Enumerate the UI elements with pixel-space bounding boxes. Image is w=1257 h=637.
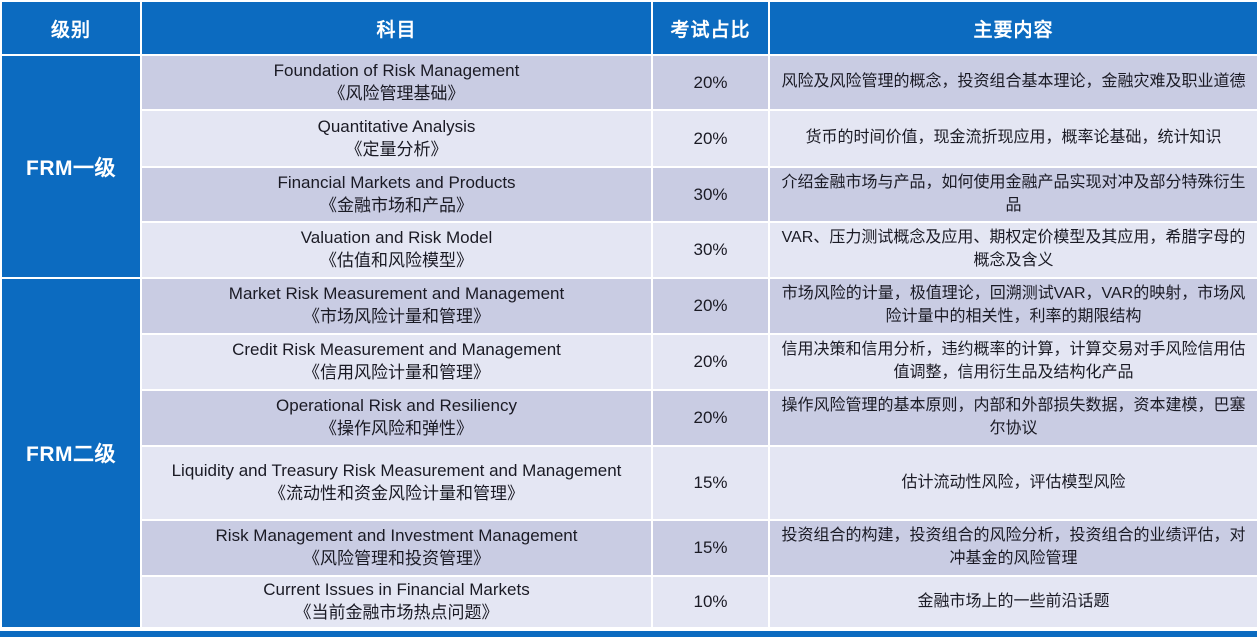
subject-cell: Credit Risk Measurement and Management 《信… bbox=[140, 333, 653, 391]
subject-cell: Financial Markets and Products 《金融市场和产品》 bbox=[140, 166, 653, 223]
table-row: FRM一级 Foundation of Risk Management 《风险管理基… bbox=[0, 54, 1257, 279]
level-cell: FRM二级 bbox=[0, 277, 142, 629]
level-cell: FRM一级 bbox=[0, 54, 142, 279]
table-header-row: 级别 科目 考试占比 主要内容 bbox=[0, 0, 1257, 56]
exam-weight-cell: 20% bbox=[651, 333, 770, 391]
subject-name-cn: 《风险管理和投资管理》 bbox=[303, 549, 490, 568]
column-header-subject: 科目 bbox=[140, 0, 653, 56]
table-row: Credit Risk Measurement and Management 《信… bbox=[1, 333, 1257, 391]
subject-cell: Operational Risk and Resiliency 《操作风险和弹性》 bbox=[140, 389, 653, 447]
table-row: Liquidity and Treasury Risk Measurement … bbox=[1, 445, 1257, 521]
main-content-cell: 介绍金融市场与产品，如何使用金融产品实现对冲及部分特殊衍生品 bbox=[768, 166, 1257, 223]
main-content-cell: 信用决策和信用分析，违约概率的计算，计算交易对手风险信用估值调整，信用衍生品及结… bbox=[768, 333, 1257, 391]
subject-name-en: Valuation and Risk Model bbox=[300, 228, 493, 248]
subject-name-en: Risk Management and Investment Managemen… bbox=[215, 526, 578, 546]
main-content-cell: 金融市场上的一些前沿话题 bbox=[768, 575, 1257, 629]
subject-name-en: Current Issues in Financial Markets bbox=[263, 580, 530, 599]
subject-cell: Current Issues in Financial Markets 《当前金融… bbox=[140, 575, 653, 629]
exam-weight-cell: 30% bbox=[651, 221, 770, 279]
column-header-weight: 考试占比 bbox=[651, 0, 770, 56]
subject-name-en: Financial Markets and Products bbox=[277, 172, 516, 192]
subject-name-en: Foundation of Risk Management bbox=[273, 60, 520, 80]
subject-cell: Risk Management and Investment Managemen… bbox=[140, 519, 653, 577]
table-row: Operational Risk and Resiliency 《操作风险和弹性》… bbox=[1, 389, 1257, 447]
exam-weight-cell: 15% bbox=[651, 519, 770, 577]
table-row: Risk Management and Investment Managemen… bbox=[1, 519, 1257, 577]
subject-name-cn: 《定量分析》 bbox=[345, 139, 448, 159]
subject-cell: Foundation of Risk Management 《风险管理基础》 bbox=[140, 54, 653, 111]
subject-name-cn: 《估值和风险模型》 bbox=[320, 251, 473, 270]
subject-name-cn: 《风险管理基础》 bbox=[328, 83, 465, 103]
table-row: Financial Markets and Products 《金融市场和产品》 3… bbox=[1, 166, 1257, 223]
exam-weight-cell: 20% bbox=[651, 54, 770, 111]
subject-name-en: Operational Risk and Resiliency bbox=[276, 396, 517, 416]
subject-cell: Quantitative Analysis 《定量分析》 bbox=[140, 109, 653, 168]
main-content-cell: 操作风险管理的基本原则，内部和外部损失数据，资本建模，巴塞尔协议 bbox=[768, 389, 1257, 447]
subject-name-en: Market Risk Measurement and Management bbox=[228, 284, 565, 304]
main-content-cell: 市场风险的计量，极值理论，回溯测试VAR，VAR的映射，市场风险计量中的相关性，… bbox=[768, 277, 1257, 335]
exam-weight-cell: 30% bbox=[651, 166, 770, 223]
subject-cell: Valuation and Risk Model 《估值和风险模型》 bbox=[140, 221, 653, 279]
column-header-content: 主要内容 bbox=[768, 0, 1257, 56]
main-content-cell: VAR、压力测试概念及应用、期权定价模型及其应用，希腊字母的概念及含义 bbox=[768, 221, 1257, 279]
table-row: Current Issues in Financial Markets 《当前金融… bbox=[1, 575, 1257, 629]
subject-name-cn: 《信用风险计量和管理》 bbox=[303, 363, 490, 382]
exam-weight-cell: 20% bbox=[651, 277, 770, 335]
exam-weight-cell: 15% bbox=[651, 445, 770, 521]
subject-name-cn: 《当前金融市场热点问题》 bbox=[294, 602, 499, 622]
subject-name-cn: 《金融市场和产品》 bbox=[320, 195, 473, 215]
subject-name-en: Quantitative Analysis bbox=[317, 116, 476, 136]
table-row: Quantitative Analysis 《定量分析》 20% 货币的时间价值，现金… bbox=[1, 109, 1257, 168]
exam-weight-cell: 10% bbox=[651, 575, 770, 629]
bottom-accent-bar bbox=[0, 628, 1257, 637]
subject-cell: Liquidity and Treasury Risk Measurement … bbox=[140, 445, 653, 521]
column-header-level: 级别 bbox=[0, 0, 142, 56]
main-content-cell: 货币的时间价值，现金流折现应用，概率论基础，统计知识 bbox=[768, 109, 1257, 168]
table-row: FRM二级 Market Risk Measurement and Managem… bbox=[0, 277, 1257, 629]
subject-cell: Market Risk Measurement and Management 《市… bbox=[140, 277, 653, 335]
exam-weight-cell: 20% bbox=[651, 109, 770, 168]
subject-name-cn: 《操作风险和弹性》 bbox=[320, 419, 473, 438]
subject-name-en: Liquidity and Treasury Risk Measurement … bbox=[171, 461, 622, 481]
exam-weight-cell: 20% bbox=[651, 389, 770, 447]
main-content-cell: 估计流动性风险，评估模型风险 bbox=[768, 445, 1257, 521]
subject-name-en: Credit Risk Measurement and Management bbox=[232, 340, 561, 360]
subject-name-cn: 《市场风险计量和管理》 bbox=[303, 307, 490, 326]
table-row: Valuation and Risk Model 《估值和风险模型》 30% VAR、… bbox=[1, 221, 1257, 279]
main-content-cell: 风险及风险管理的概念，投资组合基本理论，金融灾难及职业道德 bbox=[768, 54, 1257, 111]
main-content-cell: 投资组合的构建，投资组合的风险分析，投资组合的业绩评估，对冲基金的风险管理 bbox=[768, 519, 1257, 577]
subject-name-cn: 《流动性和资金风险计量和管理》 bbox=[269, 484, 524, 503]
